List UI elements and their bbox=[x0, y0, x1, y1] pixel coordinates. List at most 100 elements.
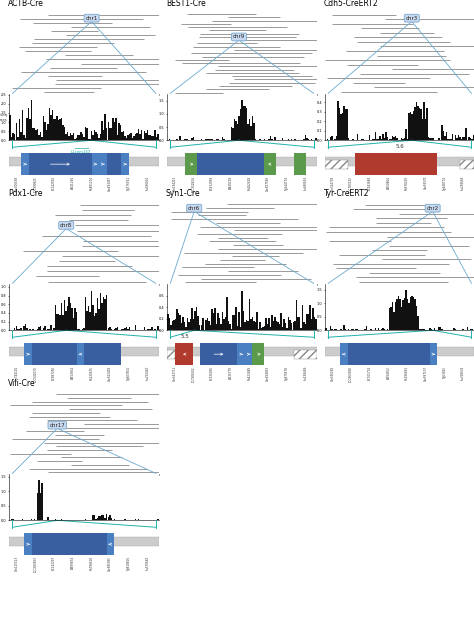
Bar bbox=[394, 302, 396, 330]
Bar bbox=[139, 134, 141, 140]
Bar bbox=[167, 314, 169, 330]
Bar bbox=[107, 153, 121, 175]
Bar bbox=[68, 297, 70, 330]
Text: Rn220675: Rn220675 bbox=[90, 366, 93, 380]
Bar bbox=[292, 322, 294, 330]
Bar bbox=[272, 315, 273, 330]
Bar bbox=[71, 308, 73, 330]
Bar bbox=[11, 136, 12, 140]
Bar bbox=[315, 138, 317, 140]
Text: Syn1-Cre: Syn1-Cre bbox=[166, 189, 201, 198]
Bar bbox=[144, 327, 145, 330]
Bar bbox=[77, 343, 84, 365]
Text: Vili-Cre: Vili-Cre bbox=[8, 379, 36, 388]
Bar bbox=[288, 317, 290, 330]
Text: BC897250: BC897250 bbox=[52, 366, 56, 380]
Bar bbox=[41, 138, 43, 140]
Bar bbox=[9, 347, 159, 356]
Bar bbox=[253, 321, 255, 330]
Bar bbox=[205, 138, 207, 140]
Text: AI449218: AI449218 bbox=[228, 176, 233, 189]
Bar bbox=[294, 139, 295, 140]
Text: Gm324703: Gm324703 bbox=[330, 176, 335, 191]
Text: AI813854: AI813854 bbox=[71, 366, 75, 379]
Bar bbox=[27, 108, 29, 140]
Bar bbox=[67, 132, 68, 140]
Bar bbox=[136, 133, 137, 140]
Text: AI541266: AI541266 bbox=[71, 176, 75, 189]
Bar bbox=[44, 123, 46, 140]
Text: 130,002 kb: 130,002 kb bbox=[452, 297, 474, 301]
Bar bbox=[100, 293, 101, 330]
Bar bbox=[103, 130, 104, 140]
Bar bbox=[100, 516, 101, 520]
Bar bbox=[73, 133, 74, 140]
Bar bbox=[92, 515, 94, 520]
Bar bbox=[256, 312, 258, 330]
Bar bbox=[305, 135, 306, 140]
Bar bbox=[200, 343, 237, 365]
Bar bbox=[237, 124, 238, 140]
Bar bbox=[94, 316, 95, 330]
Bar bbox=[268, 318, 270, 330]
Text: AI235779: AI235779 bbox=[228, 366, 233, 379]
Bar bbox=[110, 329, 112, 330]
Text: Pdx1-Cre: Pdx1-Cre bbox=[8, 189, 43, 198]
Bar bbox=[365, 329, 366, 330]
Text: 30 kb: 30 kb bbox=[78, 293, 90, 298]
Text: Chromosomal position (Mb): Chromosomal position (Mb) bbox=[212, 287, 272, 290]
Bar bbox=[97, 298, 99, 330]
Bar bbox=[55, 305, 56, 330]
Bar bbox=[394, 136, 396, 140]
Bar bbox=[407, 299, 408, 330]
Bar bbox=[85, 297, 86, 330]
Bar bbox=[127, 135, 128, 140]
Bar bbox=[173, 320, 175, 330]
Bar bbox=[438, 326, 440, 330]
Bar bbox=[169, 318, 170, 330]
Bar bbox=[217, 138, 219, 140]
Bar bbox=[250, 319, 252, 330]
Bar bbox=[390, 139, 392, 140]
Bar bbox=[237, 326, 238, 330]
Bar bbox=[398, 297, 399, 330]
Bar bbox=[308, 314, 309, 330]
Bar bbox=[414, 299, 416, 330]
Bar bbox=[14, 134, 16, 140]
Bar bbox=[337, 101, 339, 140]
Bar bbox=[274, 138, 276, 140]
Bar bbox=[53, 328, 55, 330]
Bar bbox=[179, 136, 181, 140]
Bar bbox=[216, 139, 217, 140]
Bar bbox=[276, 321, 277, 330]
Bar bbox=[431, 138, 432, 140]
Bar bbox=[9, 115, 11, 140]
Bar bbox=[438, 138, 440, 140]
Bar bbox=[244, 323, 246, 330]
Bar bbox=[104, 518, 106, 520]
Text: LOC863388: LOC863388 bbox=[349, 366, 353, 382]
Text: Cre824853: Cre824853 bbox=[266, 366, 270, 381]
Bar bbox=[381, 139, 383, 140]
Bar bbox=[77, 135, 79, 140]
Text: 38 kb: 38 kb bbox=[78, 483, 90, 488]
Bar bbox=[246, 320, 247, 330]
Bar bbox=[375, 328, 376, 330]
Text: BC432999: BC432999 bbox=[210, 176, 214, 191]
Bar bbox=[441, 329, 443, 330]
Bar bbox=[68, 136, 70, 140]
Bar bbox=[405, 129, 407, 140]
Bar bbox=[274, 317, 276, 330]
Text: Tg818816: Tg818816 bbox=[127, 556, 131, 570]
Bar bbox=[144, 131, 145, 140]
Bar bbox=[216, 324, 217, 330]
Bar bbox=[384, 138, 385, 140]
Bar bbox=[403, 138, 405, 140]
Bar bbox=[175, 320, 176, 330]
Bar bbox=[214, 308, 216, 330]
Bar bbox=[417, 316, 419, 330]
Text: LOC352824: LOC352824 bbox=[191, 176, 195, 192]
Bar bbox=[234, 119, 235, 140]
Bar bbox=[167, 157, 317, 166]
Bar bbox=[305, 324, 306, 330]
